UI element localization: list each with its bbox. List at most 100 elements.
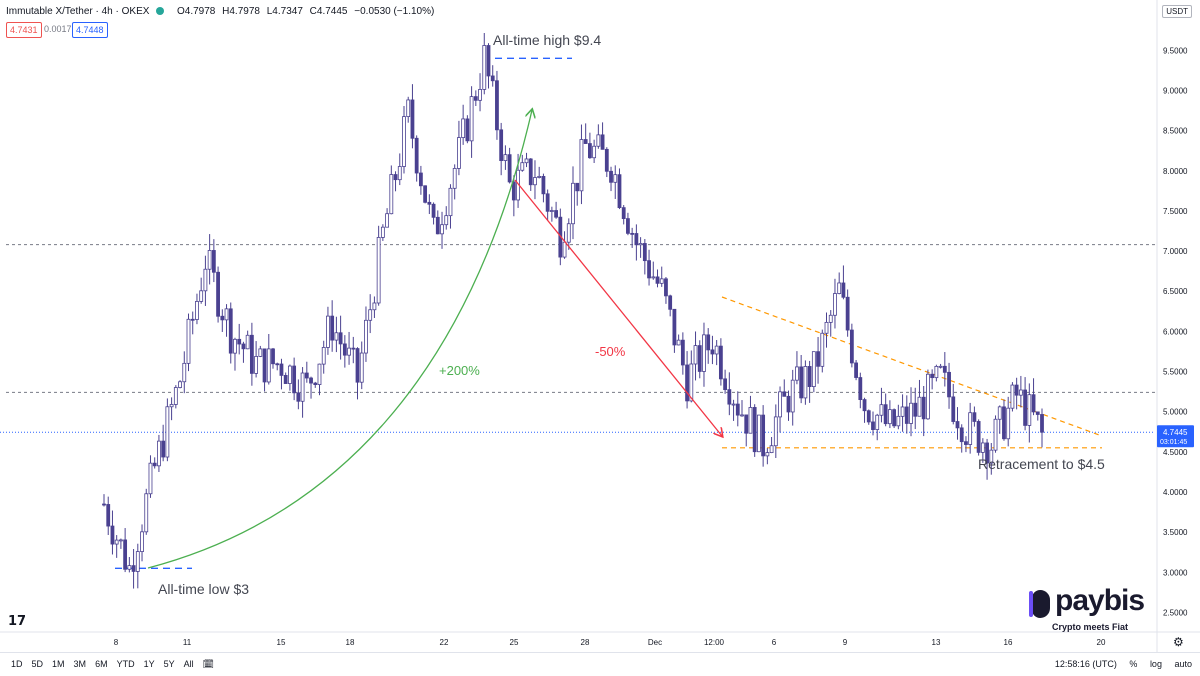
candle-body: [283, 375, 288, 384]
candle-body: [461, 118, 466, 138]
candle-body: [452, 168, 457, 189]
candle-body: [237, 338, 242, 345]
candle-body: [1040, 414, 1044, 433]
range-button-5y[interactable]: 5Y: [163, 659, 175, 669]
candle-body: [757, 414, 761, 453]
candle-body: [664, 278, 668, 297]
candle-body: [228, 308, 233, 354]
symbol-header: Immutable X/Tether · 4h · OKEX O4.7978 H…: [6, 6, 435, 17]
candle-body: [807, 366, 812, 387]
range-button-ytd[interactable]: YTD: [116, 659, 135, 669]
candle-body: [833, 293, 837, 316]
candle-body: [330, 315, 335, 341]
candle-body: [499, 129, 504, 161]
candle-body: [579, 139, 584, 192]
time-tick-label: 15: [277, 638, 286, 647]
time-tick-label: 20: [1097, 638, 1106, 647]
candle-body: [418, 172, 423, 187]
range-button-5d[interactable]: 5D: [31, 659, 44, 669]
candle-body: [562, 241, 567, 258]
time-tick-label: 13: [932, 638, 941, 647]
buy-price-button[interactable]: 4.7448: [72, 22, 108, 38]
candle-body: [642, 243, 647, 262]
candle-body: [110, 525, 115, 545]
candle-body: [571, 182, 575, 225]
auto-scale-toggle[interactable]: auto: [1174, 659, 1192, 669]
candle-body: [972, 412, 977, 422]
candle-body: [203, 268, 208, 292]
range-button-3m[interactable]: 3M: [73, 659, 87, 669]
log-scale-toggle[interactable]: log: [1149, 659, 1162, 669]
candle-body: [930, 373, 935, 379]
range-button-1d[interactable]: 1D: [11, 659, 23, 669]
range-button-6m[interactable]: 6M: [95, 659, 108, 669]
candle-body: [279, 363, 284, 376]
candle-body: [1006, 407, 1011, 440]
drop-annotation: -50%: [595, 344, 626, 359]
candle-body: [326, 315, 330, 348]
candle-body: [135, 551, 140, 572]
candle-body: [364, 319, 368, 354]
candle-body: [178, 381, 182, 388]
percent-scale-toggle[interactable]: %: [1129, 659, 1138, 669]
candle-body: [917, 396, 922, 417]
range-selector: 1D 5D 1M 3M 6M YTD 1Y 5Y All 🗓: [11, 659, 223, 670]
interval-label[interactable]: 4h: [101, 6, 113, 17]
clock-label: 12:58:16 (UTC): [1054, 659, 1117, 669]
candle-body: [718, 345, 723, 380]
candle-body: [511, 181, 516, 201]
candle-body: [414, 137, 419, 174]
date-range-icon[interactable]: 🗓: [202, 660, 215, 670]
candle-body: [892, 409, 897, 427]
candle-body: [693, 345, 698, 365]
candle-body: [638, 243, 643, 246]
candle-body: [1002, 406, 1006, 440]
candle-body: [385, 213, 389, 228]
candle-body: [376, 237, 381, 304]
price-chart[interactable]: All-time high $9.4 All-time low $3 +200% -5…: [0, 0, 1200, 652]
sell-price-button[interactable]: 4.7431: [6, 22, 42, 38]
candle-body: [300, 372, 305, 402]
candle-body: [275, 363, 280, 366]
paybis-watermark: paybis Crypto meets Fiat: [1029, 584, 1148, 636]
candle-body: [752, 407, 757, 453]
candle-body: [680, 339, 685, 366]
candle-body: [140, 531, 144, 552]
candle-body: [609, 170, 613, 183]
price-tick-label: 4.0000: [1163, 488, 1188, 497]
candle-body: [199, 290, 204, 302]
candle-body: [338, 332, 343, 345]
symbol-name[interactable]: Immutable X/Tether: [6, 6, 93, 17]
price-tick-label: 4.5000: [1163, 448, 1188, 457]
candle-body: [883, 404, 888, 425]
candle-body: [588, 143, 592, 159]
candle-body: [296, 392, 301, 402]
range-button-all[interactable]: All: [183, 659, 194, 669]
time-tick-label: Dec: [648, 638, 662, 647]
range-button-1m[interactable]: 1M: [52, 659, 65, 669]
candle-body: [626, 218, 630, 234]
candle-body: [397, 166, 402, 181]
candle-body: [926, 373, 930, 420]
range-button-1y[interactable]: 1Y: [143, 659, 155, 669]
candle-body: [921, 396, 926, 420]
candle-body: [951, 396, 956, 422]
candle-body: [723, 378, 728, 391]
settings-gear-icon[interactable]: ⚙: [1173, 635, 1184, 649]
quote-currency-badge[interactable]: USDT: [1162, 5, 1192, 18]
candle-body: [317, 363, 322, 385]
candle-body: [393, 174, 398, 181]
tradingview-logo[interactable]: 𝟭𝟳: [8, 613, 27, 628]
candle-body: [233, 338, 237, 354]
candle-body: [795, 366, 799, 381]
paybis-wordmark: paybis: [1055, 584, 1145, 617]
candle-body: [968, 412, 973, 445]
candle-body: [634, 233, 639, 246]
candle-body: [647, 260, 651, 279]
candle-body: [478, 89, 482, 101]
candle-body: [220, 315, 225, 321]
candle-body: [947, 371, 951, 398]
candle-body: [913, 402, 918, 417]
candle-body: [266, 348, 271, 383]
candle-body: [676, 339, 681, 346]
